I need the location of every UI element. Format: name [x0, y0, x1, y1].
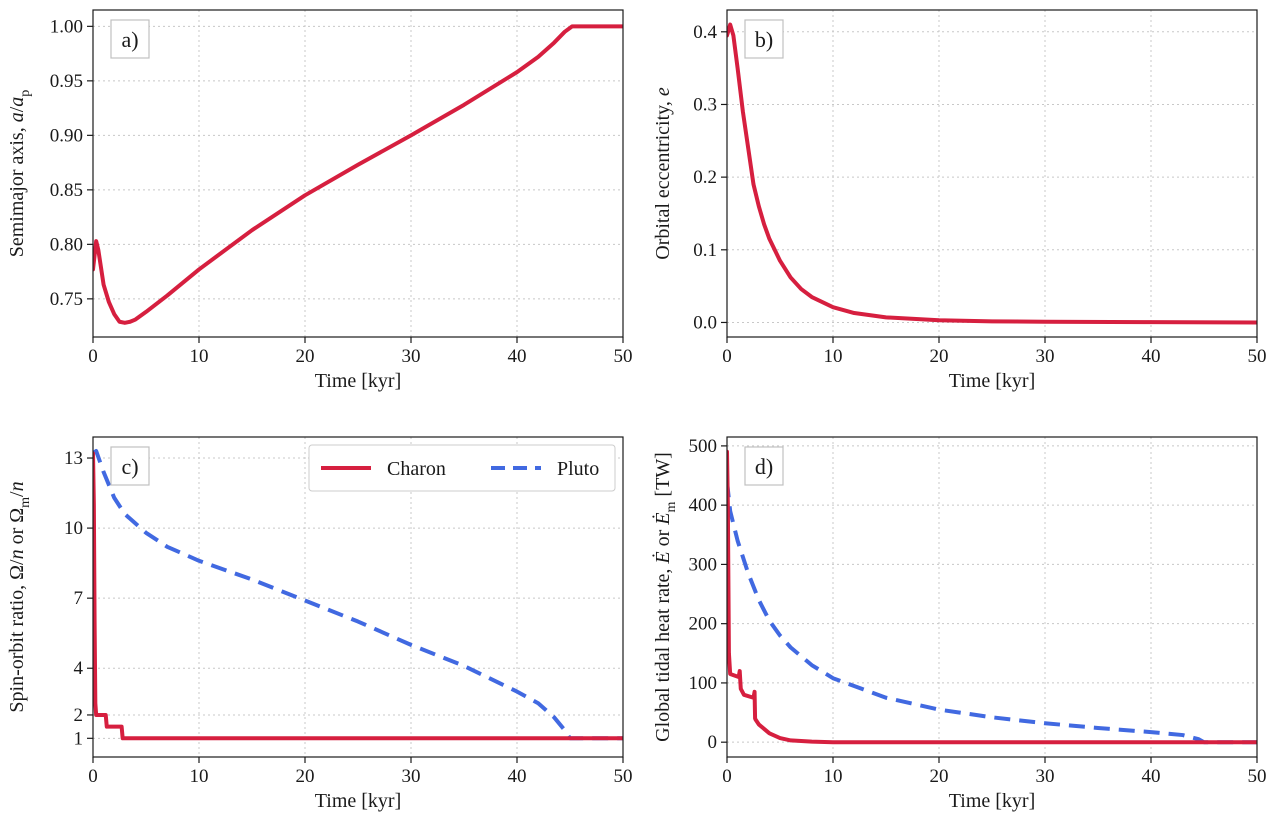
- axes-frame: [92, 9, 624, 338]
- x-tick-label: 50: [1248, 766, 1267, 787]
- y-tick-label: 0.95: [50, 71, 83, 92]
- panel-label-box: [110, 19, 150, 59]
- panel-label: d): [755, 454, 773, 479]
- x-tick-label: 10: [824, 766, 843, 787]
- x-tick-label: 40: [508, 766, 527, 787]
- panel-c: 0 10 20 30 40 50 12 4 7 10 13 Time [kyr] Spin-orbit …: [6, 436, 633, 812]
- y-tick-label: 2: [74, 705, 84, 726]
- y-tick-label: 1: [74, 728, 84, 749]
- panel-label: a): [121, 27, 138, 52]
- legend-label-charon: Charon: [387, 458, 446, 480]
- y-tick-label: 0.2: [693, 167, 717, 188]
- x-tick-label: 30: [1036, 346, 1055, 367]
- x-tick-label: 20: [930, 766, 949, 787]
- series-group: [93, 24, 623, 325]
- x-tick-label: 10: [190, 766, 209, 787]
- x-tick-label: 30: [402, 766, 421, 787]
- x-axis-label: Time [kyr]: [949, 790, 1035, 812]
- x-tick-label: 20: [296, 346, 315, 367]
- panel-b: 0 10 20 30 40 50 0.0 0.1 0.2 0.3 0.4 Time [kyr] Orbi…: [652, 9, 1267, 392]
- panel-label-box: [744, 446, 784, 486]
- series-pluto-line: [727, 481, 1257, 745]
- panel-label: c): [121, 454, 138, 479]
- y-tick-label: 300: [689, 554, 718, 575]
- series-group: [727, 22, 1257, 325]
- y-tick-label: 1.00: [50, 16, 83, 37]
- series-charon-line: [727, 22, 1257, 325]
- y-tick-label: 500: [689, 436, 718, 457]
- y-tick-label: 200: [689, 614, 718, 635]
- x-tick-label: 30: [402, 346, 421, 367]
- x-axis-label: Time [kyr]: [315, 370, 401, 392]
- x-axis-label: Time [kyr]: [949, 370, 1035, 392]
- x-tick-label: 40: [1142, 346, 1161, 367]
- y-axis-label: Semimajor axis, a/ap: [6, 90, 33, 258]
- y-tick-label: 0.1: [693, 240, 717, 261]
- panel-label: b): [755, 27, 773, 52]
- y-tick-label: 0.3: [693, 94, 717, 115]
- x-tick-label: 20: [930, 346, 949, 367]
- y-tick-label: 0.90: [50, 125, 83, 146]
- panel-label-box: [744, 19, 784, 59]
- y-tick-label: 10: [64, 518, 83, 539]
- y-tick-label: 0.85: [50, 180, 83, 201]
- x-tick-label: 40: [508, 346, 527, 367]
- y-tick-label: 4: [74, 658, 84, 679]
- x-tick-label: 0: [88, 346, 98, 367]
- series-group: [93, 449, 623, 741]
- x-tick-label: 50: [614, 766, 633, 787]
- legend-label-pluto: Pluto: [557, 458, 599, 480]
- panel-label-box: [110, 446, 150, 486]
- axes-frame: [726, 9, 1258, 338]
- y-tick-label: 7: [74, 588, 84, 609]
- y-axis-label: Global tidal heat rate, Ė or Ėm [TW]: [651, 452, 679, 742]
- x-tick-label: 10: [190, 346, 209, 367]
- y-tick-label: 0: [708, 732, 718, 753]
- y-axis-label: Spin-orbit ratio, Ω/n or Ωm/n: [6, 481, 33, 712]
- y-tick-label: 0.4: [693, 22, 717, 43]
- series-charon-line: [93, 451, 623, 741]
- x-tick-label: 30: [1036, 766, 1055, 787]
- series-charon-line: [93, 24, 623, 325]
- y-tick-label: 100: [689, 673, 718, 694]
- y-tick-label: 0.80: [50, 234, 83, 255]
- series-group: [727, 449, 1257, 745]
- y-tick-label: 13: [64, 448, 83, 469]
- y-axis-label: Orbital eccentricity, e: [652, 87, 674, 260]
- y-tick-label: 0.0: [693, 312, 717, 333]
- panel-a: 0 10 20 30 40 50 0.75 0.80 0.85 0.90 0.95 1.00 Time …: [6, 9, 633, 392]
- x-tick-label: 0: [722, 346, 732, 367]
- series-charon-line: [727, 449, 1257, 745]
- x-tick-label: 50: [1248, 346, 1267, 367]
- x-tick-label: 0: [722, 766, 732, 787]
- y-tick-label: 400: [689, 495, 718, 516]
- legend-box: [308, 444, 616, 492]
- x-tick-label: 40: [1142, 766, 1161, 787]
- x-tick-label: 0: [88, 766, 98, 787]
- series-pluto-line: [93, 449, 623, 741]
- x-tick-label: 50: [614, 346, 633, 367]
- y-tick-label: 0.75: [50, 289, 83, 310]
- x-tick-label: 20: [296, 766, 315, 787]
- axes-frame: [92, 436, 624, 758]
- x-axis-label: Time [kyr]: [315, 790, 401, 812]
- x-tick-label: 10: [824, 346, 843, 367]
- axes-frame: [726, 436, 1258, 758]
